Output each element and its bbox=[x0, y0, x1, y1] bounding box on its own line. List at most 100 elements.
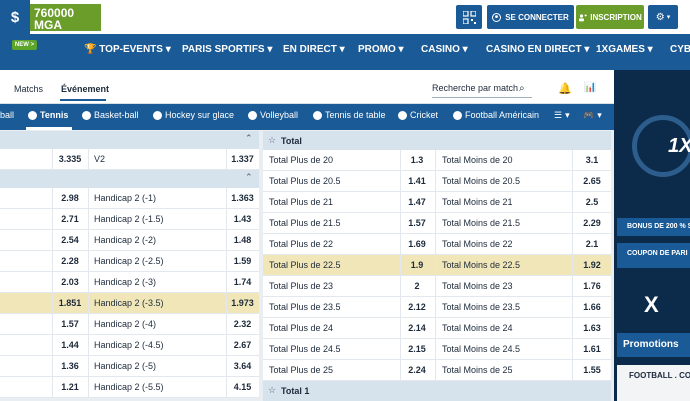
star-icon[interactable]: ☆ bbox=[268, 135, 277, 145]
bet-slip-tab[interactable]: COUPON DE PARI bbox=[617, 243, 690, 268]
sport-cricket[interactable]: Cricket bbox=[398, 110, 438, 120]
total-row: Total Plus de 21.5 1.57 Total Moins de 21.… bbox=[263, 213, 611, 234]
odd-button[interactable]: 2 bbox=[414, 281, 420, 291]
more-sports-button[interactable]: ☰ ▾ bbox=[554, 110, 570, 120]
total-row: Total Plus de 23 2 Total Moins de 23 1.76 bbox=[263, 276, 611, 297]
odd-button[interactable]: 1.851 bbox=[58, 298, 82, 308]
odd-button[interactable]: 2.29 bbox=[583, 218, 601, 228]
odd-button[interactable]: 2.28 bbox=[61, 256, 79, 266]
odd-button[interactable]: 1.21 bbox=[61, 382, 79, 392]
row-divider bbox=[226, 335, 227, 356]
settings-button[interactable]: ⚙ ▾ bbox=[648, 5, 678, 29]
login-button[interactable]: SE CONNECTER bbox=[487, 5, 574, 29]
sport-football[interactable]: ball bbox=[0, 110, 14, 120]
new-badge: NEW > bbox=[12, 40, 37, 50]
odd-button[interactable]: 1.57 bbox=[408, 218, 426, 228]
row-divider bbox=[572, 318, 573, 339]
nav-item-cyber[interactable]: CYBE bbox=[670, 44, 690, 55]
odd-button[interactable]: 1.36 bbox=[61, 361, 79, 371]
odd-button[interactable]: 4.15 bbox=[233, 382, 252, 392]
tab-matchs[interactable]: Matchs bbox=[14, 84, 44, 94]
row-divider bbox=[400, 339, 401, 360]
odd-button[interactable]: 2.67 bbox=[233, 340, 252, 350]
search-icon[interactable]: ⌕ bbox=[519, 83, 525, 94]
odd-button[interactable]: 2.15 bbox=[408, 344, 426, 354]
odd-button[interactable]: 1.3 bbox=[410, 155, 424, 165]
active-sport-underline bbox=[26, 127, 72, 130]
currency-button[interactable]: $ bbox=[0, 0, 30, 34]
promotions-header[interactable]: Promotions bbox=[617, 333, 690, 357]
odd-button[interactable]: 1.973 bbox=[231, 298, 254, 308]
nav-item-casino[interactable]: CASINO ▾ bbox=[421, 44, 468, 55]
odd-button[interactable]: 1.41 bbox=[408, 176, 426, 186]
market-label: Handicap 2 (-1.5) bbox=[94, 214, 164, 224]
odd-button[interactable]: 2.14 bbox=[408, 323, 426, 333]
row-divider bbox=[400, 234, 401, 255]
nav-item-top-events[interactable]: 🏆 TOP-EVENTS ▾ bbox=[84, 44, 171, 55]
total-row: Total Plus de 22.5 1.9 Total Moins de 22.5… bbox=[263, 255, 611, 276]
row-divider bbox=[226, 293, 227, 314]
bell-icon[interactable]: 🔔 bbox=[558, 83, 572, 95]
odd-button[interactable]: 1.57 bbox=[61, 319, 79, 329]
tab-evenement[interactable]: Événement bbox=[61, 84, 110, 94]
sport-hockey[interactable]: Hockey sur glace bbox=[153, 110, 234, 120]
row-divider bbox=[400, 318, 401, 339]
star-icon[interactable]: ☆ bbox=[268, 385, 277, 395]
odd-button[interactable]: 2.03 bbox=[61, 277, 79, 287]
nav-item-promo[interactable]: PROMO ▾ bbox=[358, 44, 404, 55]
odd-button[interactable]: 1.43 bbox=[233, 214, 252, 224]
search-input[interactable]: Recherche par match bbox=[432, 82, 532, 98]
odd-button[interactable]: 2.5 bbox=[585, 197, 599, 207]
odd-button[interactable]: 1.337 bbox=[231, 154, 254, 164]
odd-button[interactable]: 1.48 bbox=[233, 235, 252, 245]
odd-button[interactable]: 2.65 bbox=[583, 176, 601, 186]
volleyball-icon bbox=[248, 110, 257, 120]
esports-button[interactable]: 🎮 ▾ bbox=[583, 110, 602, 120]
chart-icon[interactable]: 📊 bbox=[584, 82, 597, 93]
odd-button[interactable]: 1.63 bbox=[583, 323, 601, 333]
odd-button[interactable]: 3.1 bbox=[585, 155, 599, 165]
odd-button[interactable]: 1.9 bbox=[410, 260, 424, 270]
odd-button[interactable]: 1.47 bbox=[408, 197, 426, 207]
chevron-up-icon[interactable]: ⌃ bbox=[245, 172, 253, 182]
odd-button[interactable]: 1.44 bbox=[61, 340, 79, 350]
odd-button[interactable]: 1.59 bbox=[233, 256, 252, 266]
promo-football[interactable]: FOOTBALL . CO bbox=[617, 365, 690, 401]
odd-button[interactable]: 1.55 bbox=[583, 365, 601, 375]
qr-code-button[interactable] bbox=[456, 5, 482, 29]
row-divider bbox=[52, 188, 53, 209]
nav-item-label: CYBE bbox=[670, 44, 690, 55]
odd-button[interactable]: 2.98 bbox=[61, 193, 79, 203]
odd-button[interactable]: 1.363 bbox=[231, 193, 254, 203]
odd-button[interactable]: 3.64 bbox=[233, 361, 252, 371]
odd-button[interactable]: 2.24 bbox=[408, 365, 426, 375]
odd-button[interactable]: 2.1 bbox=[585, 239, 599, 249]
sport-tennis[interactable]: Tennis bbox=[28, 110, 68, 120]
odd-button[interactable]: 1.74 bbox=[233, 277, 252, 287]
sport-american-football[interactable]: Football Américain bbox=[453, 110, 539, 120]
odd-button[interactable]: 1.69 bbox=[408, 239, 426, 249]
odd-button[interactable]: 2.54 bbox=[61, 235, 79, 245]
sport-volleyball[interactable]: Volleyball bbox=[248, 110, 298, 120]
odd-button[interactable]: 1.76 bbox=[583, 281, 601, 291]
x-logo[interactable]: X bbox=[644, 292, 659, 317]
market-row: 2.98 Handicap 2 (-1) 1.363 bbox=[0, 188, 259, 209]
odd-button[interactable]: 1.66 bbox=[583, 302, 601, 312]
odd-button[interactable]: 2.12 bbox=[408, 302, 426, 312]
nav-item-1xgames[interactable]: 1XGAMES ▾ bbox=[596, 44, 653, 55]
sport-basketball[interactable]: Basket-ball bbox=[82, 110, 139, 120]
row-divider bbox=[88, 314, 89, 335]
odd-button[interactable]: 1.92 bbox=[583, 260, 601, 270]
odd-button[interactable]: 2.71 bbox=[61, 214, 79, 224]
nav-item-paris-sportifs[interactable]: PARIS SPORTIFS ▾ bbox=[182, 44, 273, 55]
bonus-banner-side[interactable]: BONUS DE 200 % S bbox=[617, 218, 690, 236]
odd-button[interactable]: 3.335 bbox=[58, 154, 82, 164]
nav-item-en-direct[interactable]: EN DIRECT ▾ bbox=[283, 44, 345, 55]
odd-button[interactable]: 2.32 bbox=[233, 319, 252, 329]
bonus-banner[interactable]: 760000 MGA BONUS bbox=[30, 4, 101, 38]
nav-item-casino-en-direct[interactable]: CASINO EN DIRECT ▾ bbox=[486, 44, 590, 55]
odd-button[interactable]: 1.61 bbox=[583, 344, 601, 354]
sport-table-tennis[interactable]: Tennis de table bbox=[313, 110, 386, 120]
chevron-up-icon[interactable]: ⌃ bbox=[245, 133, 253, 143]
register-button[interactable]: INSCRIPTION bbox=[576, 5, 644, 29]
